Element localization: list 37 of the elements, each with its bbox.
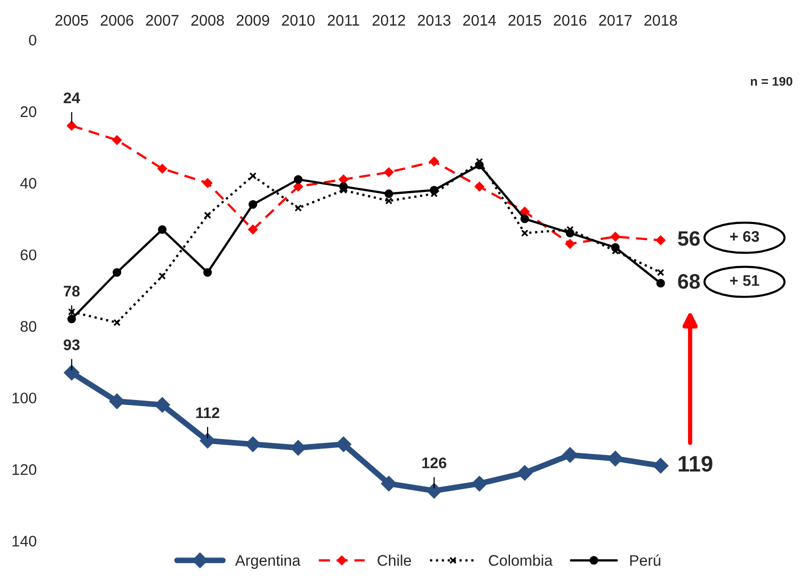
text: + 63 [730, 231, 760, 242]
x-tick-label: 2008 [191, 14, 224, 26]
legend-label: Chile [378, 554, 412, 566]
x-tick-label: 2005 [55, 14, 88, 26]
y-tick-label: 0 [28, 34, 36, 46]
data-label: 93 [64, 339, 80, 350]
legend-label: Argentina [235, 554, 301, 569]
data-label: 112 [196, 407, 220, 418]
data-label: 56 [678, 231, 700, 246]
x-tick-label: 2016 [554, 14, 586, 26]
text: + 51 [730, 275, 760, 286]
x-tick-label: 2014 [463, 14, 496, 26]
x-tick-label: 2006 [100, 14, 134, 26]
data-label: 68 [678, 274, 700, 289]
x-tick-label: 2007 [146, 14, 178, 26]
y-tick-label: 100 [12, 392, 36, 404]
x-tick-label: 2010 [282, 14, 315, 26]
y-tick-label: 140 [12, 536, 36, 547]
x-tick-label: 2015 [508, 14, 542, 26]
x-tick-label: 2017 [599, 14, 632, 26]
x-tick-label: 2013 [418, 14, 450, 26]
x-tick-label: 2012 [372, 14, 406, 26]
y-tick-label: 120 [12, 464, 36, 475]
x-tick-label: 2011 [328, 14, 360, 26]
y-tick-label: 20 [20, 106, 36, 118]
y-tick-label: 60 [20, 249, 36, 260]
x-tick-label: 2018 [644, 14, 677, 26]
legend-label: Colombia [488, 554, 553, 566]
text: n = 190 [750, 76, 792, 86]
data-label: 126 [422, 457, 446, 468]
legend-label: Perú [630, 554, 660, 566]
x-tick-label: 2009 [236, 14, 270, 26]
data-label: 119 [678, 456, 712, 472]
y-tick-label: 80 [20, 321, 36, 332]
y-tick-label: 40 [20, 178, 36, 189]
data-label: 78 [64, 286, 80, 297]
data-label: 24 [64, 92, 80, 104]
